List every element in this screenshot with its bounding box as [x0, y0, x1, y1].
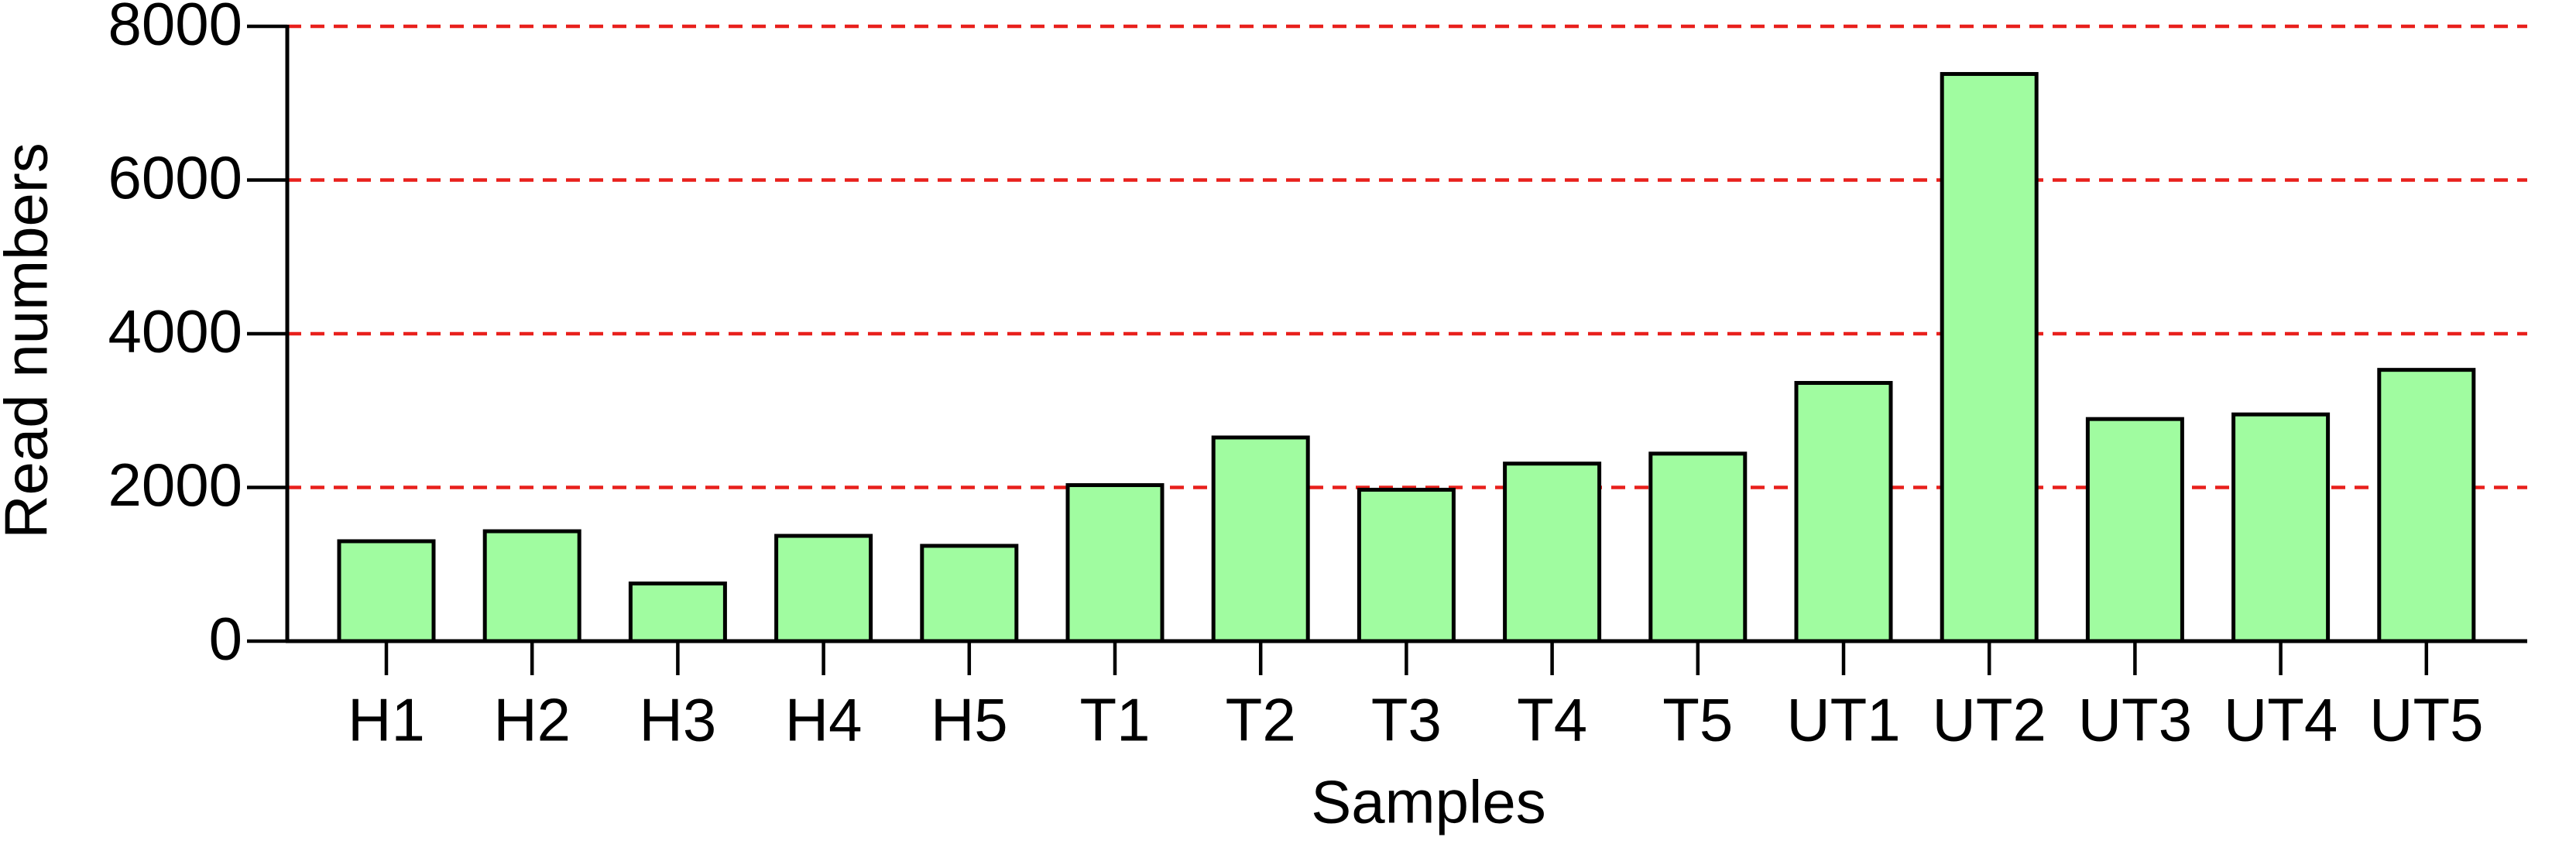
bar	[1648, 451, 1748, 643]
x-tick-label: UT4	[2224, 686, 2338, 754]
bar	[2231, 412, 2331, 643]
y-tick-label: 2000	[108, 451, 242, 519]
bar	[1794, 381, 1893, 643]
bar	[337, 539, 436, 643]
x-tick-label: UT2	[1933, 686, 2046, 754]
x-tick-label: H1	[348, 686, 425, 754]
y-tick-label: 6000	[108, 143, 242, 211]
x-tick-label: T5	[1662, 686, 1733, 754]
bar	[774, 534, 873, 643]
x-tick-label: H4	[785, 686, 863, 754]
x-tick-label: UT1	[1786, 686, 1900, 754]
x-tick-label: H2	[493, 686, 571, 754]
y-tick-label: 0	[209, 605, 242, 673]
y-tick-label: 4000	[108, 297, 242, 365]
bar	[1065, 483, 1165, 643]
bar	[1503, 461, 1602, 643]
x-tick-label: T2	[1226, 686, 1296, 754]
x-tick-label: T3	[1371, 686, 1442, 754]
x-tick-label: H3	[640, 686, 717, 754]
x-tick-label: T4	[1517, 686, 1587, 754]
bar	[2377, 368, 2476, 643]
bar	[1211, 435, 1310, 643]
y-tick-label: 8000	[108, 0, 242, 58]
x-tick-label: H5	[931, 686, 1008, 754]
y-axis-title: Read numbers	[0, 142, 60, 539]
bar	[920, 544, 1019, 643]
bar	[1940, 72, 2039, 643]
bar	[628, 582, 727, 643]
bar	[482, 529, 581, 643]
x-tick-label: T1	[1079, 686, 1150, 754]
x-tick-label: UT3	[2078, 686, 2192, 754]
bar	[1357, 487, 1456, 643]
x-tick-label: UT5	[2369, 686, 2483, 754]
bar	[2085, 417, 2184, 643]
x-axis-title: Samples	[1311, 768, 1545, 836]
